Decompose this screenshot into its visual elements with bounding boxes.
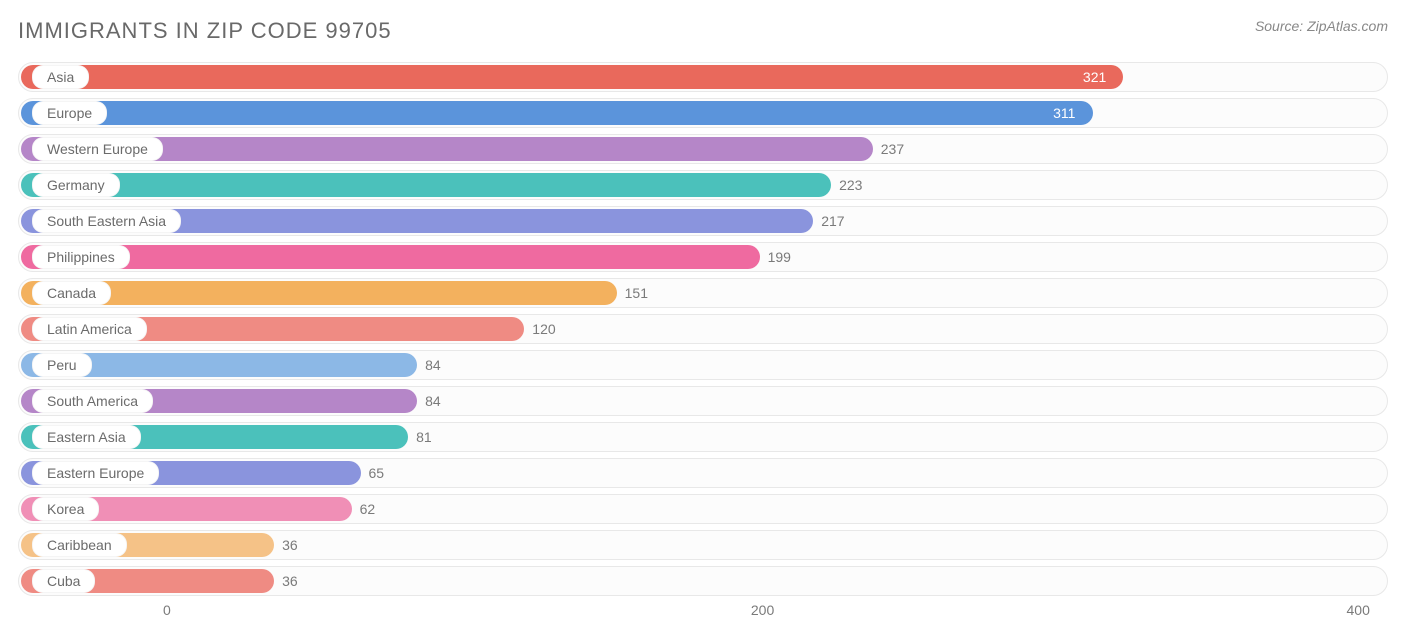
category-pill: Eastern Asia [32, 425, 141, 449]
bar-row: Eastern Europe 65 [18, 458, 1388, 488]
category-pill: Peru [32, 353, 92, 377]
value-label: 81 [416, 429, 432, 445]
bar [21, 101, 1093, 125]
category-pill: Caribbean [32, 533, 127, 557]
category-pill: Cuba [32, 569, 95, 593]
value-label: 36 [282, 573, 298, 589]
bar [21, 173, 831, 197]
category-pill: Germany [32, 173, 120, 197]
category-pill: Eastern Europe [32, 461, 159, 485]
bar [21, 245, 760, 269]
bar-row: Caribbean 36 [18, 530, 1388, 560]
bar-row: South Eastern Asia 217 [18, 206, 1388, 236]
category-pill: Asia [32, 65, 89, 89]
bar-row: Korea 62 [18, 494, 1388, 524]
bar-row: Western Europe 237 [18, 134, 1388, 164]
value-label: 84 [425, 393, 441, 409]
value-label: 62 [360, 501, 376, 517]
category-pill: Latin America [32, 317, 147, 341]
value-label: 36 [282, 537, 298, 553]
category-pill: Philippines [32, 245, 130, 269]
bar-row: South America 84 [18, 386, 1388, 416]
bar-row: Cuba 36 [18, 566, 1388, 596]
x-axis-tick: 200 [751, 602, 774, 618]
chart-title: IMMIGRANTS IN ZIP CODE 99705 [18, 18, 392, 44]
category-pill: Korea [32, 497, 99, 521]
x-axis-tick: 400 [1347, 602, 1370, 618]
bar-row: Asia 321 [18, 62, 1388, 92]
bar-row: Eastern Asia 81 [18, 422, 1388, 452]
value-label: 237 [881, 141, 904, 157]
bar-row: Canada 151 [18, 278, 1388, 308]
category-pill: South America [32, 389, 153, 413]
bar-row: Germany 223 [18, 170, 1388, 200]
category-pill: Europe [32, 101, 107, 125]
value-label: 223 [839, 177, 862, 193]
value-label: 84 [425, 357, 441, 373]
bar-row: Europe 311 [18, 98, 1388, 128]
value-label: 199 [768, 249, 791, 265]
category-pill: Western Europe [32, 137, 163, 161]
chart-area: Asia 321 Europe 311 Western Europe 237 Germany… [18, 62, 1388, 596]
bar-row: Latin America 120 [18, 314, 1388, 344]
x-axis: 0 200 400 [18, 602, 1388, 642]
value-label: 217 [821, 213, 844, 229]
value-label: 321 [1083, 69, 1106, 85]
category-pill: South Eastern Asia [32, 209, 181, 233]
x-axis-tick: 0 [163, 602, 171, 618]
value-label: 65 [369, 465, 385, 481]
chart-source: Source: ZipAtlas.com [1255, 18, 1388, 34]
value-label: 311 [1053, 105, 1075, 121]
bar [21, 65, 1123, 89]
chart-container: IMMIGRANTS IN ZIP CODE 99705 Source: Zip… [0, 0, 1406, 643]
header-row: IMMIGRANTS IN ZIP CODE 99705 Source: Zip… [18, 18, 1388, 44]
bar-row: Peru 84 [18, 350, 1388, 380]
value-label: 151 [625, 285, 648, 301]
bar-row: Philippines 199 [18, 242, 1388, 272]
value-label: 120 [532, 321, 555, 337]
category-pill: Canada [32, 281, 111, 305]
